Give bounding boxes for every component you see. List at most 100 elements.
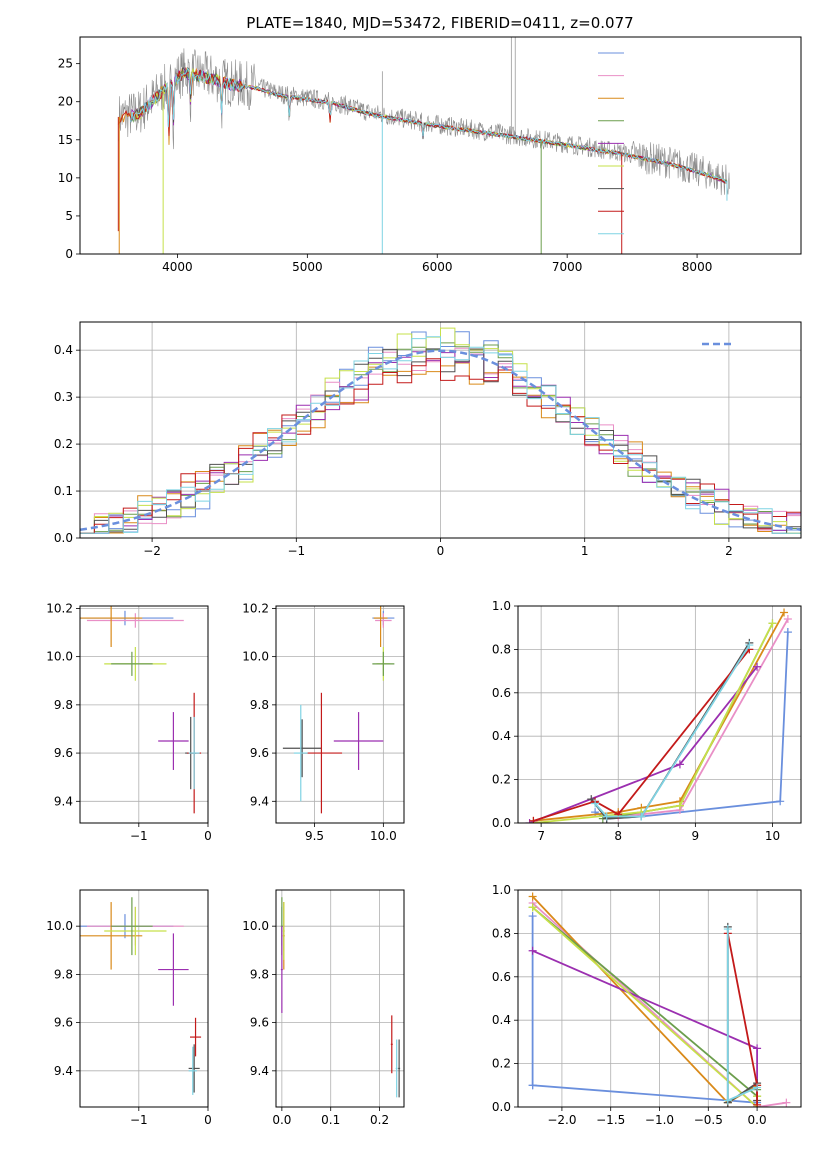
observed-spectrum (118, 48, 730, 196)
y-tick-label: 0.2 (492, 773, 511, 787)
y-tick-label: 0.4 (492, 1013, 511, 1027)
mass-weight-line (532, 906, 758, 1099)
plot-area (525, 608, 792, 823)
point-marker (753, 1083, 762, 1092)
model-spectrum (130, 67, 728, 183)
point-marker (783, 628, 792, 637)
point-marker (723, 925, 732, 934)
panel-spectrum: 4000 5000 6000 7000 8000 0 5 10 15 20 25 (58, 36, 802, 274)
axes-frame (517, 889, 802, 1108)
point-marker (675, 760, 684, 769)
y-tick-label: 1.0 (492, 599, 511, 613)
y-tick-label: 9.6 (250, 1016, 269, 1030)
x-tick-label: −1 (130, 1113, 148, 1127)
axes-frame (79, 36, 802, 255)
point-marker (723, 1096, 732, 1105)
y-tick-label: 10.2 (46, 601, 73, 615)
x-tick-label: 10.0 (370, 829, 397, 843)
point-marker (768, 619, 777, 628)
y-tick-label: 0.1 (54, 484, 73, 498)
point-marker (528, 903, 537, 912)
mass-weight-line (618, 618, 789, 818)
x-tick-label: 5000 (292, 260, 323, 274)
point-marker (529, 816, 538, 823)
y-tick-label: 10.0 (242, 919, 269, 933)
point-marker (783, 615, 792, 624)
y-tick-label: 0.0 (54, 531, 73, 545)
y-tick-label: 0.8 (492, 642, 511, 656)
mass-weight-line (532, 949, 758, 1107)
plot-area (117, 37, 730, 254)
y-tick-label: 9.6 (250, 746, 269, 760)
x-tick-label: −1 (130, 829, 148, 843)
plot-area (80, 327, 801, 534)
x-tick-label: 2 (725, 544, 733, 558)
panel-residuals: −2 −1 0 1 2 0.0 0.1 0.2 0.3 0.4 (54, 321, 802, 558)
point-marker (753, 662, 762, 671)
residual-histogram (80, 358, 801, 534)
axes-frame (79, 321, 802, 539)
y-tick-label: 9.8 (250, 698, 269, 712)
y-tick-label: 9.8 (54, 967, 73, 981)
y-tick-label: 9.8 (54, 698, 73, 712)
mass-weight-line (531, 916, 758, 1107)
y-tick-label: 10.0 (46, 650, 73, 664)
y-tick-label: 0.8 (492, 926, 511, 940)
x-tick-label: 0 (204, 1113, 212, 1127)
y-tick-label: 0.3 (54, 390, 73, 404)
normal-curve (80, 349, 801, 532)
mass-weight-line (726, 933, 758, 1105)
point-marker (780, 608, 789, 617)
panel-age_vs_mass: 9.5 10.0 9.4 9.6 9.8 10.0 10.2 (242, 601, 405, 843)
y-tick-label: 0 (65, 247, 73, 261)
axes-frame (275, 889, 405, 1108)
x-tick-label: 4000 (162, 260, 193, 274)
y-tick-label: 9.6 (54, 746, 73, 760)
point-marker (753, 1100, 762, 1107)
x-tick-label: 10 (765, 829, 780, 843)
point-marker (591, 799, 600, 808)
x-tick-label: 8000 (682, 260, 713, 274)
point-marker (745, 641, 754, 650)
x-tick-label: −2.0 (547, 1113, 576, 1127)
plot-area (528, 892, 791, 1107)
y-tick-label: 10.0 (242, 650, 269, 664)
x-tick-label: 0.0 (272, 1113, 291, 1127)
residual-histogram (80, 327, 801, 534)
point-marker (602, 812, 611, 821)
y-tick-label: 10 (58, 171, 73, 185)
y-tick-label: 0.0 (492, 816, 511, 830)
y-tick-label: 0.6 (492, 686, 511, 700)
point-marker (637, 812, 646, 821)
y-tick-label: 9.4 (250, 1064, 269, 1078)
y-tick-label: 9.8 (250, 967, 269, 981)
axes-frame (275, 605, 405, 824)
x-tick-label: −2 (143, 544, 161, 558)
y-tick-label: 9.4 (250, 794, 269, 808)
point-marker (675, 801, 684, 810)
y-tick-label: 0.4 (492, 729, 511, 743)
mass-weight-line (532, 906, 758, 1107)
x-tick-label: 7000 (552, 260, 583, 274)
x-tick-label: −1.5 (596, 1113, 625, 1127)
y-tick-label: 0.6 (492, 970, 511, 984)
point-marker (782, 1098, 791, 1107)
x-tick-label: 9 (692, 829, 700, 843)
x-tick-label: 9.5 (305, 829, 324, 843)
x-tick-label: −1.0 (645, 1113, 674, 1127)
y-tick-label: 0.4 (54, 343, 73, 357)
x-tick-label: 0.0 (748, 1113, 767, 1127)
y-tick-label: 9.4 (54, 794, 73, 808)
y-tick-label: 5 (65, 209, 73, 223)
x-tick-label: −0.5 (694, 1113, 723, 1127)
y-tick-label: 25 (58, 57, 73, 71)
axes-frame (79, 605, 209, 824)
x-tick-label: 0 (437, 544, 445, 558)
point-marker (528, 1081, 537, 1090)
panel-massweight_vs_age: 7 8 9 10 0.0 0.2 0.4 0.6 0.8 1.0 (492, 599, 802, 843)
point-marker (528, 912, 537, 921)
x-tick-label: 0.2 (370, 1113, 389, 1127)
y-tick-label: 0.0 (492, 1100, 511, 1114)
point-marker (528, 892, 537, 901)
